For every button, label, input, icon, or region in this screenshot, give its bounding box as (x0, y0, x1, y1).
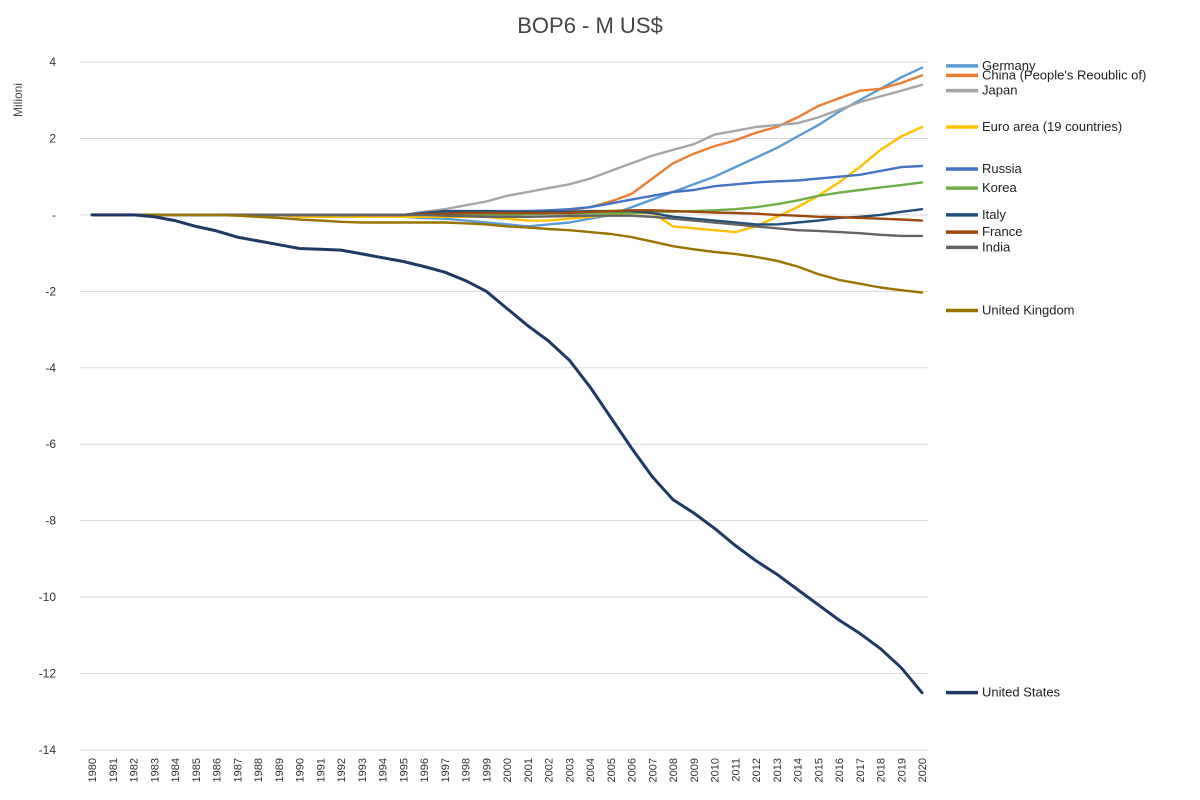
y-tick-label: -10 (39, 590, 57, 604)
x-tick-label: 1997 (440, 758, 452, 782)
x-tick-label: 1996 (419, 758, 431, 782)
x-tick-label: 1981 (108, 758, 120, 782)
x-tick-label: 2011 (730, 758, 742, 782)
legend-item: China (People's Reoublic of) (946, 67, 1146, 82)
x-tick-label: 1987 (232, 758, 244, 782)
x-tick-label: 1983 (149, 758, 161, 782)
series-line-japan (90, 83, 924, 217)
legend-label: Korea (982, 180, 1017, 195)
x-tick-label: 2003 (564, 758, 576, 782)
x-tick-label: 2005 (606, 758, 618, 782)
series-line-germany (90, 66, 924, 228)
x-tick-label: 2012 (751, 758, 763, 782)
x-tick-label: 2009 (689, 758, 701, 782)
series-line-china-people-s-republic-of (90, 74, 924, 217)
x-tick-label: 1995 (398, 758, 410, 782)
x-tick-label: 2019 (896, 758, 908, 782)
legend-label: Germany (982, 58, 1036, 73)
y-axis-label: Milioni (11, 83, 25, 117)
legend-label: France (982, 224, 1022, 239)
x-tick-label: 1991 (315, 758, 327, 782)
x-tick-label: 1984 (170, 758, 182, 782)
x-tick-label: 1994 (378, 758, 390, 782)
y-tick-label: 4 (49, 55, 56, 69)
x-tick-label: 1989 (274, 758, 286, 782)
legend-item: Germany (946, 58, 1036, 73)
x-tick-label: 1998 (461, 758, 473, 782)
legend-label: Euro area (19 countries) (982, 119, 1122, 134)
y-tick-label: 2 (49, 131, 56, 145)
x-tick-label: 2002 (544, 758, 556, 782)
x-tick-label: 1982 (129, 758, 141, 782)
y-tick-label: -14 (39, 743, 57, 757)
x-tick-label: 1985 (191, 758, 203, 782)
legend-item: Italy (946, 207, 1006, 222)
x-tick-label: 2008 (668, 758, 680, 782)
legend-label: Japan (982, 83, 1017, 98)
x-tick-label: 2007 (647, 758, 659, 782)
x-tick-label: 2001 (523, 758, 535, 782)
legend-item: Euro area (19 countries) (946, 119, 1122, 134)
x-tick-label: 2015 (813, 758, 825, 782)
series-line-united-kingdom (90, 213, 924, 294)
x-tick-label: 2006 (627, 758, 639, 782)
x-tick-label: 2016 (834, 758, 846, 782)
y-tick-label: -2 (45, 284, 56, 298)
legend-item: France (946, 224, 1022, 239)
x-tick-label: 2017 (855, 758, 867, 782)
series-line-united-states (90, 213, 924, 695)
x-tick-label: 2014 (793, 758, 805, 782)
x-axis-ticks: 1980 1981 1982 1983 1984 1985 1986 1987 1988 1989… (87, 758, 929, 782)
x-tick-label: 2013 (772, 758, 784, 782)
legend-item: United Kingdom (946, 302, 1075, 317)
y-tick-label: -6 (45, 437, 56, 451)
y-tick-label: - (52, 208, 56, 222)
x-tick-label: 2018 (876, 758, 888, 782)
legend-label: United Kingdom (982, 302, 1075, 317)
legend-item: India (946, 239, 1011, 254)
legend-item: Japan (946, 83, 1017, 98)
legend-label: Russia (982, 161, 1023, 176)
x-tick-label: 2020 (917, 758, 929, 782)
series-lines (90, 66, 924, 695)
legend-label: China (People's Reoublic of) (982, 67, 1146, 82)
y-tick-label: -12 (39, 667, 57, 681)
legend-item: United States (946, 685, 1061, 700)
x-tick-label: 1980 (87, 758, 99, 782)
x-tick-label: 1992 (336, 758, 348, 782)
x-tick-label: 1993 (357, 758, 369, 782)
chart-title: BOP6 - M US$ (517, 13, 662, 38)
y-tick-label: -8 (45, 514, 56, 528)
x-tick-label: 1988 (253, 758, 265, 782)
x-tick-label: 1999 (481, 758, 493, 782)
y-axis-ticks: 4 2 - -2 -4 -6 -8 -10 -12 -14 (39, 55, 57, 757)
x-tick-label: 1986 (212, 758, 224, 782)
x-tick-label: 2004 (585, 758, 597, 782)
legend-label: United States (982, 685, 1061, 700)
legend-label: India (982, 239, 1011, 254)
x-tick-label: 2000 (502, 758, 514, 782)
grid-lines (80, 61, 928, 751)
legend-item: Korea (946, 180, 1017, 195)
legend-item: Russia (946, 161, 1023, 176)
legend-label: Italy (982, 207, 1006, 222)
x-tick-label: 2010 (710, 758, 722, 782)
y-tick-label: -4 (45, 361, 56, 375)
x-tick-label: 1990 (295, 758, 307, 782)
